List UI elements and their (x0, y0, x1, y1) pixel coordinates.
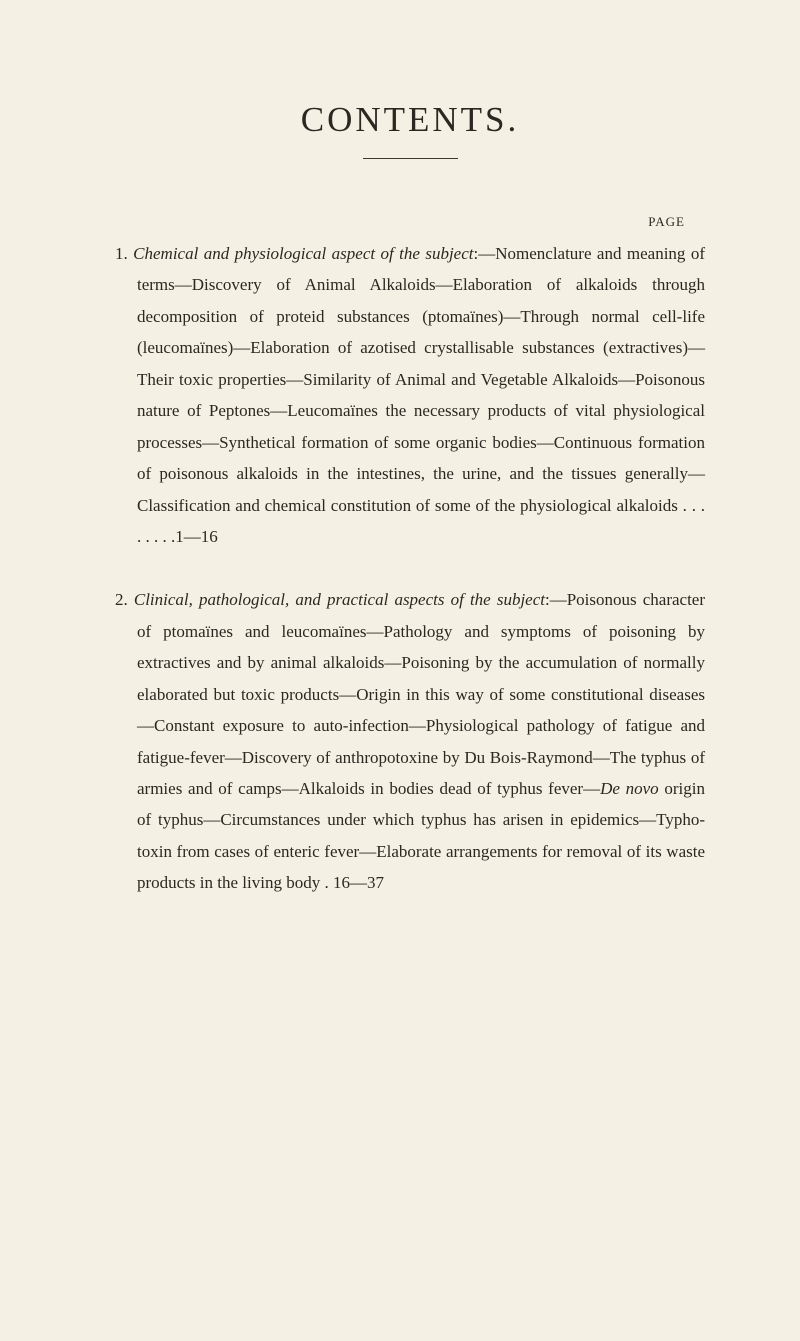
entry-italic-mid: De novo (600, 779, 659, 798)
contents-title: CONTENTS. (115, 100, 705, 140)
horizontal-rule (363, 158, 458, 159)
entry-number: 2. (115, 590, 128, 609)
entry-body: :—Nomenclature and meaning of terms—Disc… (137, 244, 705, 546)
page-column-label: PAGE (115, 214, 705, 230)
entry-title: Clinical, pathological, and practical as… (134, 590, 545, 609)
page-range: . 16—37 (324, 873, 384, 892)
contents-entry: 1. Chemical and physiological aspect of … (115, 238, 705, 552)
entry-body: :—Poisonous character of ptomaïnes and l… (137, 590, 705, 798)
entry-number: 1. (115, 244, 128, 263)
page-range: 1—16 (175, 527, 218, 546)
contents-entry: 2. Clinical, pathological, and practical… (115, 584, 705, 898)
entry-title: Chemical and physiological aspect of the… (133, 244, 473, 263)
